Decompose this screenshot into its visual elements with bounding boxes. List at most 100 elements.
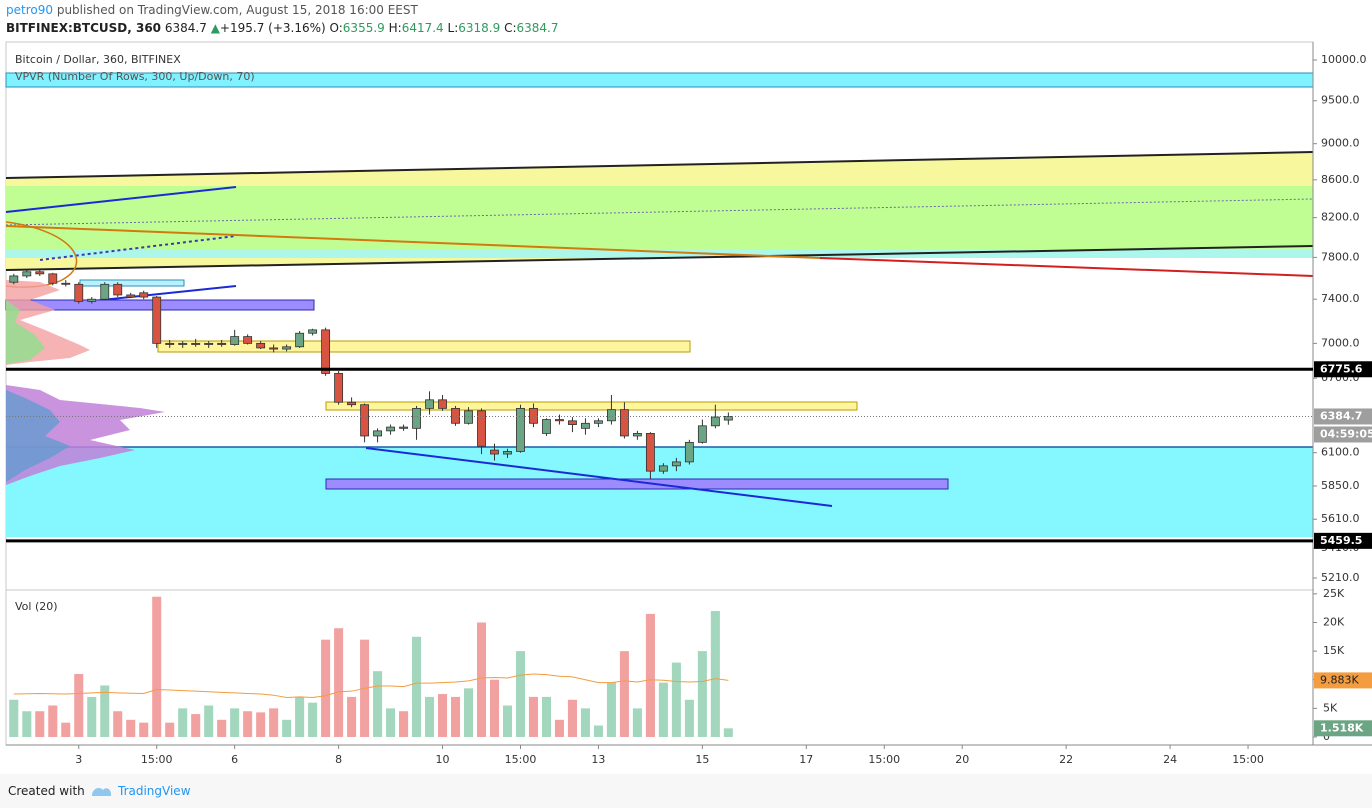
volume-bar: [671, 662, 681, 737]
vol-tick-label: 5K: [1323, 701, 1338, 714]
candle-body: [230, 336, 240, 345]
y-tick-label: 7800.0: [1321, 250, 1360, 263]
candle-body: [48, 273, 58, 284]
publisher[interactable]: petro90: [6, 3, 53, 17]
candle-body: [334, 373, 344, 403]
volume-bar: [9, 699, 19, 737]
candle-body: [269, 347, 279, 350]
candle-body: [529, 407, 538, 424]
candle-body: [373, 430, 383, 437]
countdown-bg: [1314, 426, 1372, 443]
y-tick-label: 5210.0: [1321, 571, 1360, 584]
candle-body: [386, 426, 395, 432]
vol-tick-label: 15K: [1323, 644, 1345, 657]
candle-body: [243, 336, 253, 344]
volume-bar: [347, 696, 357, 737]
volume-bar: [632, 708, 642, 737]
volume-bar: [139, 722, 149, 737]
candle-body: [399, 426, 408, 429]
c-value: 6384.7: [516, 21, 559, 35]
trend-line: [5, 225, 821, 259]
level-label: 5459.5: [1320, 534, 1362, 547]
candle-body: [594, 420, 603, 424]
candle-body: [191, 342, 201, 345]
x-tick-label: 15:00: [868, 753, 900, 766]
y-tick-label: 9500.0: [1321, 94, 1360, 107]
publish-text: published on TradingView.com, August 15,…: [56, 3, 418, 17]
candle-body: [697, 425, 707, 443]
candle-body: [217, 342, 227, 345]
volume-ma: [13, 673, 729, 698]
volume-bar: [35, 711, 45, 737]
volume-bar: [126, 719, 136, 737]
candle-body: [710, 416, 720, 427]
volume-bar: [450, 696, 461, 737]
volume-bar: [619, 651, 629, 737]
candle-body: [438, 399, 447, 409]
volume-bar: [645, 613, 655, 737]
brand[interactable]: TradingView: [118, 784, 191, 798]
ma-value-label: 9.883K: [1320, 673, 1359, 686]
y-tick-label: 6100.0: [1321, 446, 1360, 459]
volume-bar: [515, 651, 526, 737]
volume-bar: [463, 688, 474, 737]
volume-bar: [502, 705, 513, 737]
price-axis-bg: [1314, 42, 1372, 774]
volume-title: Vol (20): [15, 600, 58, 613]
x-tick-label: 6: [231, 753, 238, 766]
candle-body: [645, 433, 655, 472]
volume-bar: [269, 708, 279, 737]
trend-line: [365, 447, 833, 507]
vol-tick-label: 20K: [1323, 615, 1345, 628]
zone-cyan-big: [6, 447, 1313, 537]
candle-body: [490, 449, 499, 455]
x-tick-label: 15:00: [141, 753, 173, 766]
y-tick-label: 7400.0: [1321, 292, 1360, 305]
volume-bar: [723, 728, 733, 737]
volume-profile: [6, 300, 45, 364]
zone-yellow: [157, 340, 691, 353]
x-tick-label: 22: [1059, 753, 1073, 766]
candle-body: [295, 332, 305, 348]
volume-bar: [22, 711, 32, 737]
candle-body: [165, 342, 175, 345]
h-label: H:: [388, 21, 402, 35]
o-label: O:: [329, 21, 343, 35]
trend-line: [39, 235, 237, 261]
volume-bar: [87, 696, 97, 737]
y-tick-label: 8600.0: [1321, 173, 1360, 186]
x-tick-label: 15:00: [505, 753, 537, 766]
volume-bar: [541, 696, 551, 737]
x-tick-label: 3: [75, 753, 82, 766]
y-tick-label: 5850.0: [1321, 479, 1360, 492]
x-tick-label: 24: [1163, 753, 1177, 766]
symbol-line: BITFINEX:BTCUSD, 360 6384.7 ▲+195.7 (+3.…: [6, 21, 559, 35]
candle-body: [723, 416, 733, 421]
candle-body: [61, 282, 71, 285]
volume-bar: [204, 705, 214, 737]
candle-body: [555, 419, 564, 422]
candle-body: [35, 271, 45, 275]
candle-body: [113, 283, 123, 296]
logo: [92, 788, 112, 796]
direction: ▲: [210, 21, 220, 35]
candle-body: [684, 441, 694, 463]
zone-yellow: [325, 401, 858, 411]
volume-bar: [165, 722, 175, 737]
l-label: L:: [447, 21, 459, 35]
y-tick-label: 9000.0: [1321, 137, 1360, 150]
channel-top: [5, 151, 1314, 179]
pane-title: Bitcoin / Dollar, 360, BITFINEX: [15, 53, 181, 66]
zone-purple: [325, 478, 949, 490]
candle-body: [321, 329, 331, 374]
last-price-label-bg: [1314, 408, 1372, 425]
countdown: 04:59:05: [1320, 427, 1372, 440]
header: petro90 published on TradingView.com, Au…: [0, 0, 1372, 40]
volume-bar: [230, 708, 240, 737]
level-label-bg: [1314, 532, 1372, 549]
h-value: 6417.4: [401, 21, 444, 35]
vol-tick-label: 0: [1323, 730, 1330, 743]
candle-body: [74, 283, 84, 302]
candle-body: [22, 271, 32, 277]
